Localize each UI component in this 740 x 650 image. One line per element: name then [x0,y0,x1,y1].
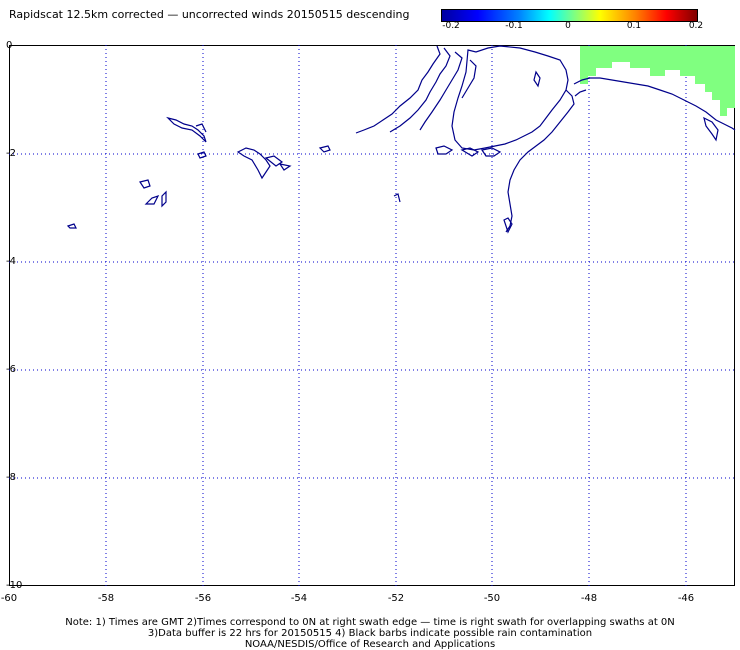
color-scale-bar [441,9,698,22]
colorbar-tick-label: -0.1 [505,21,523,31]
x-tick-label: -54 [290,593,308,604]
colorbar-tick-label: 0 [565,21,571,31]
chart-title: Rapidscat 12.5km corrected — uncorrected… [9,8,410,21]
footnote-line: 3)Data buffer is 22 hrs for 20150515 4) … [147,628,593,639]
x-tick-label: -52 [387,593,405,604]
x-tick-label: -46 [677,593,695,604]
footnote-line: Note: 1) Times are GMT 2)Times correspon… [65,617,675,628]
x-tick-label: -58 [97,593,115,604]
colorbar-tick-label: 0.2 [688,21,704,31]
x-tick-label: -48 [580,593,598,604]
y-tick-label: -6 [6,364,16,375]
footnote-credit: NOAA/NESDIS/Office of Research and Appli… [244,639,496,650]
grid-lines [9,45,735,586]
y-tick-label: -10 [6,580,23,591]
y-tick-label: -2 [6,148,16,159]
colorbar-tick-label: -0.2 [442,21,460,31]
y-tick-label: -4 [6,256,16,267]
x-tick-label: -56 [194,593,212,604]
coastline [66,45,736,234]
colorbar-tick-label: 0.1 [626,21,642,31]
wind-swath-region [580,46,735,116]
y-tick-label: -8 [6,472,16,483]
y-tick-label: 0 [6,40,13,51]
x-tick-label: -60 [0,593,18,604]
map-plot-area [9,45,735,586]
x-tick-label: -50 [483,593,501,604]
